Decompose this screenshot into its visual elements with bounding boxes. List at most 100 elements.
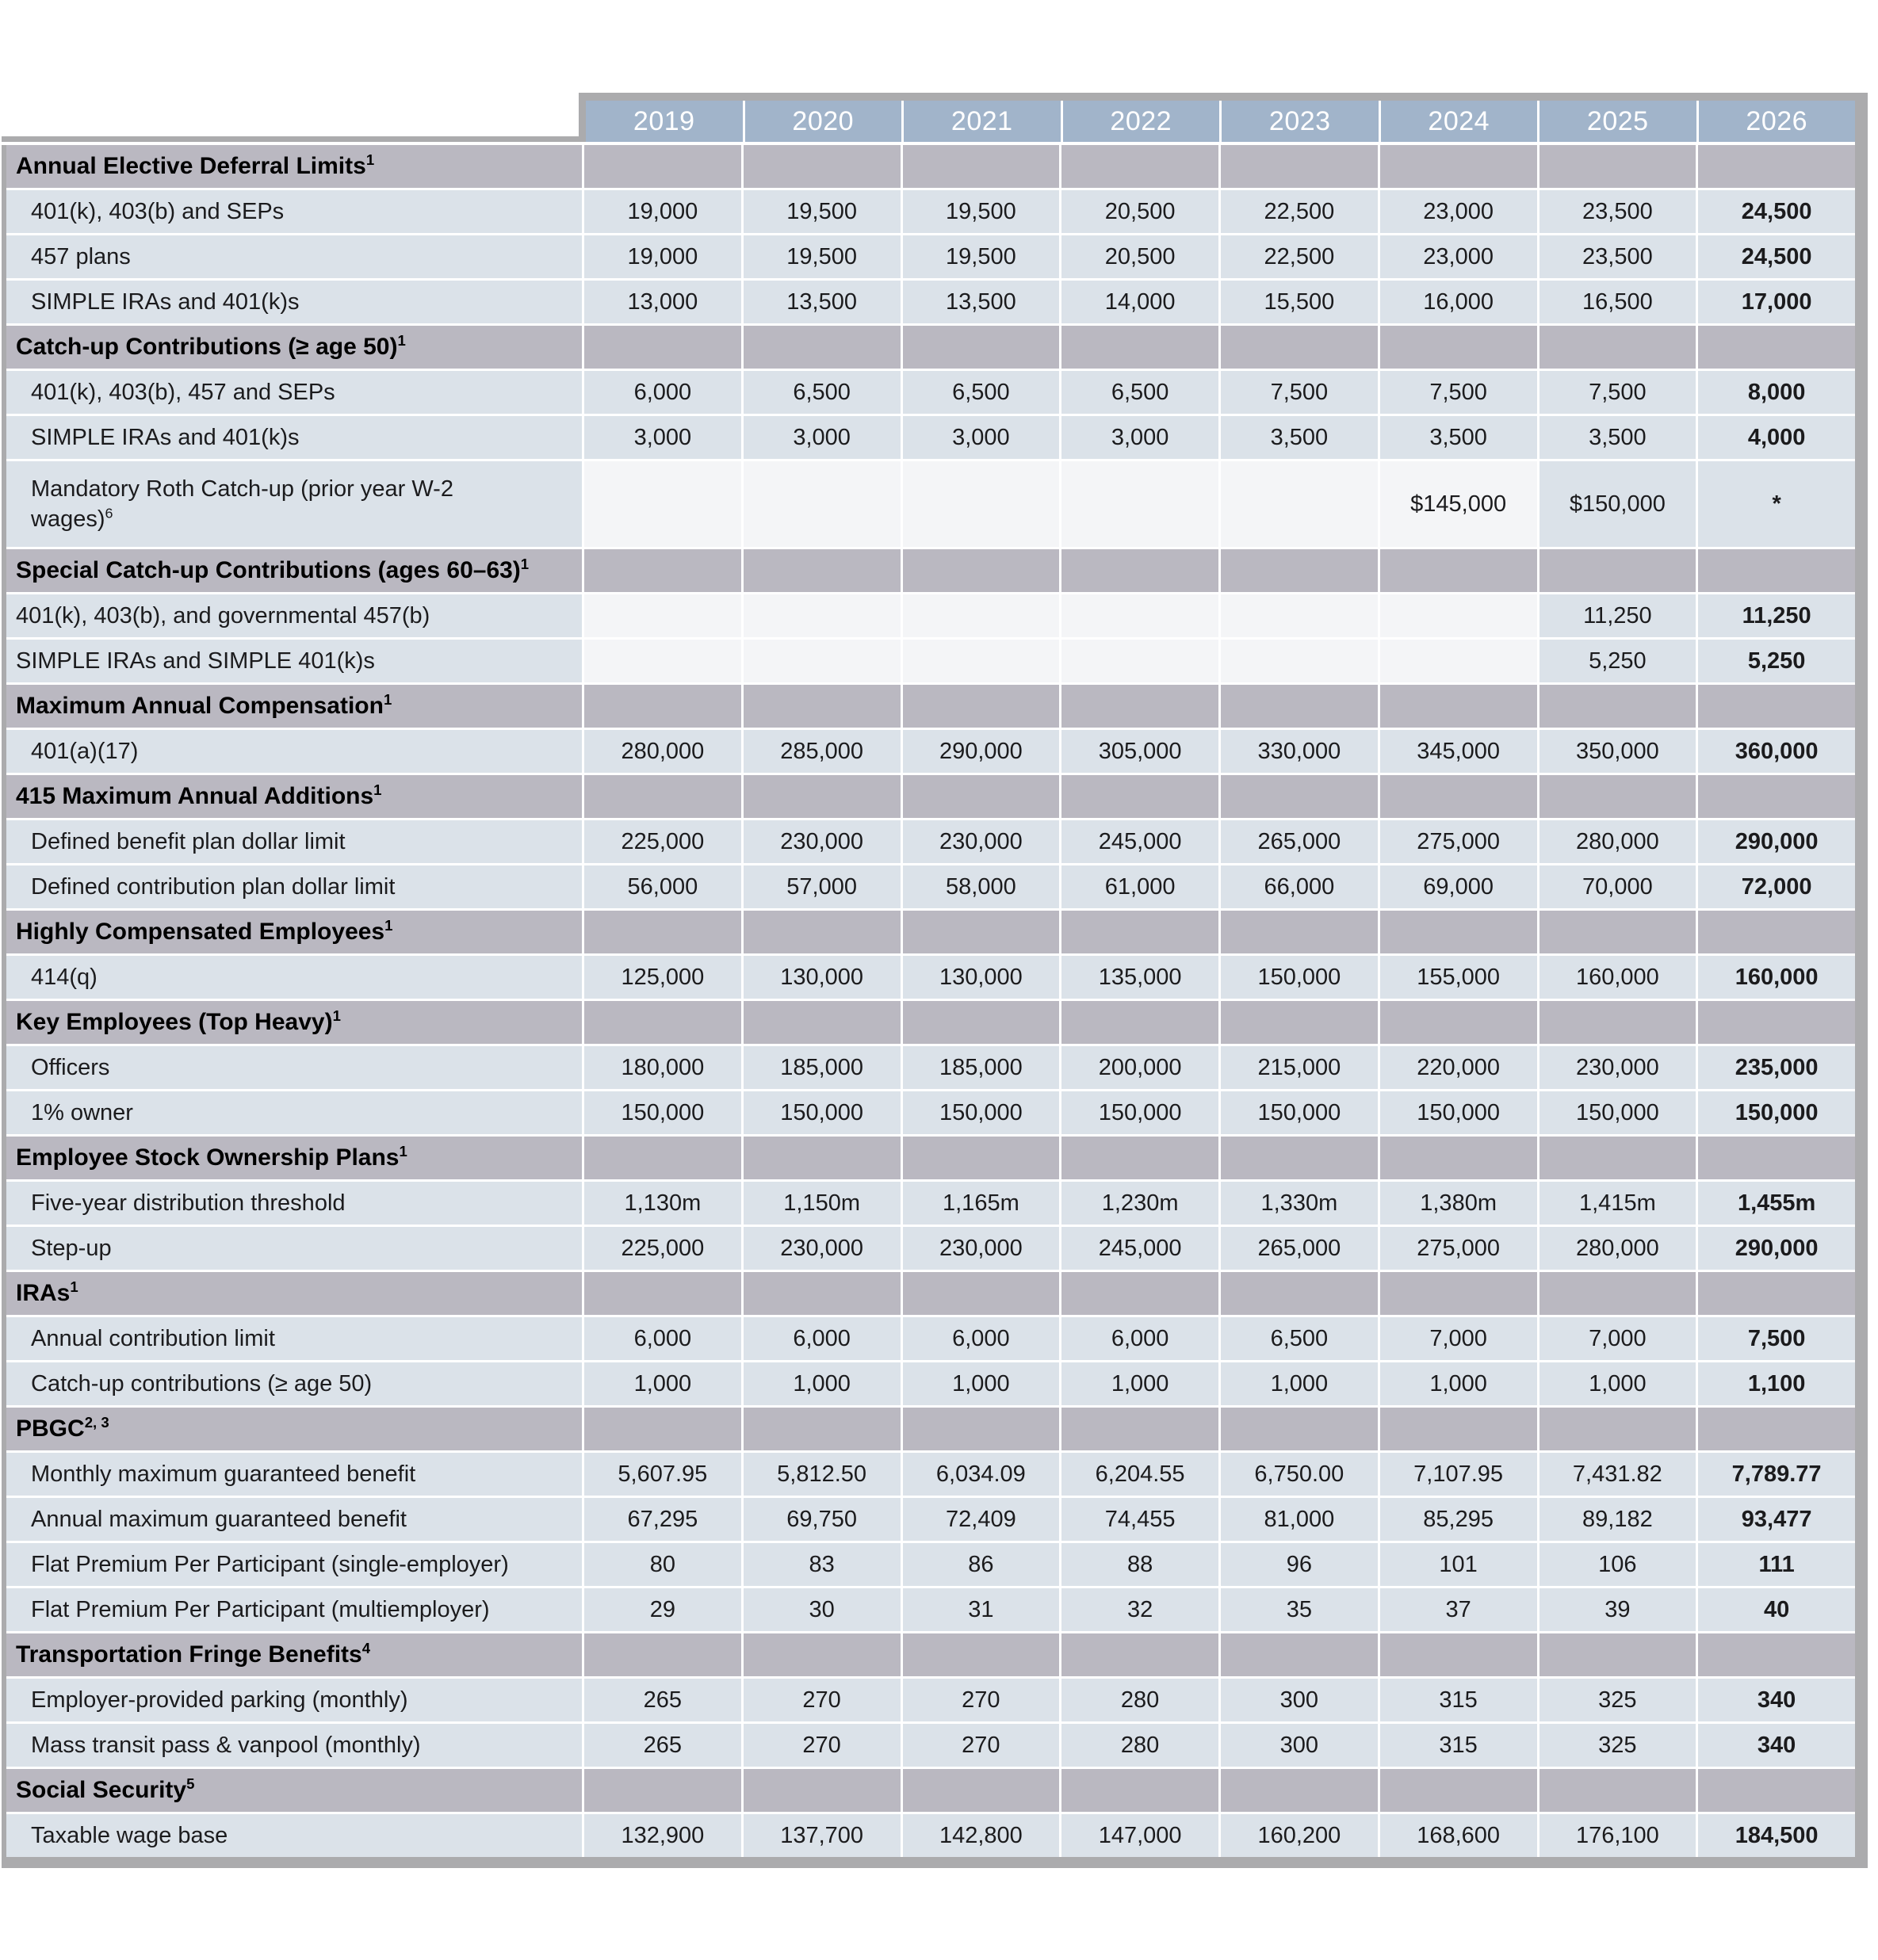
section-cell [1698, 326, 1855, 369]
row-label-text: 457 plans [31, 243, 131, 269]
value-cell: 1,000 [743, 1362, 901, 1405]
section-cell [1698, 549, 1855, 592]
section-cell [584, 145, 741, 188]
section-row: Highly Compensated Employees1 [6, 911, 1855, 953]
row-label: Defined benefit plan dollar limit [6, 820, 582, 863]
value-cell [743, 461, 901, 547]
value-cell: 7,789.77 [1698, 1453, 1855, 1496]
value-cell: 270 [902, 1724, 1060, 1767]
value-cell: 1,415m [1539, 1182, 1696, 1225]
value-cell: 11,250 [1698, 594, 1855, 637]
value-cell: 66,000 [1221, 865, 1378, 908]
value-cell: 184,500 [1698, 1814, 1855, 1857]
row-label: Flat Premium Per Participant (single-emp… [6, 1543, 582, 1586]
value-cell: 30 [743, 1588, 901, 1631]
section-header-label: Catch-up Contributions (≥ age 50)1 [6, 326, 582, 369]
table-row: Mass transit pass & vanpool (monthly) 265… [6, 1724, 1855, 1767]
year-header-cell: 2021 [904, 101, 1061, 142]
value-cell: 5,250 [1539, 640, 1696, 682]
section-cell [1061, 1769, 1218, 1812]
row-label-text: Annual Elective Deferral Limits [16, 153, 366, 179]
value-cell: 325 [1539, 1724, 1696, 1767]
section-cell [902, 911, 1060, 953]
section-cell [1061, 775, 1218, 818]
value-cell [1221, 461, 1378, 547]
value-cell: 1,000 [1221, 1362, 1378, 1405]
value-cell: 150,000 [1221, 1091, 1378, 1134]
value-cell: 7,107.95 [1379, 1453, 1537, 1496]
row-label: 401(a)(17) [6, 730, 582, 773]
section-cell [584, 1408, 741, 1450]
value-cell: 265 [584, 1724, 741, 1767]
section-cell [743, 1408, 901, 1450]
value-cell: 6,000 [584, 371, 741, 414]
value-cell: 3,500 [1221, 416, 1378, 459]
value-cell: $150,000 [1539, 461, 1696, 547]
value-cell: 150,000 [1379, 1091, 1537, 1134]
section-cell [743, 1769, 901, 1812]
value-cell: 265,000 [1221, 820, 1378, 863]
footnote-marker: 1 [332, 1007, 341, 1024]
value-cell: 150,000 [584, 1091, 741, 1134]
section-cell [584, 1137, 741, 1179]
section-cell [1539, 145, 1696, 188]
value-cell: 6,204.55 [1061, 1453, 1218, 1496]
table-row: 457 plans 19,000 19,500 19,500 20,500 22,500 2… [6, 235, 1855, 278]
section-cell [1539, 1408, 1696, 1450]
row-label-text: 414(q) [31, 964, 98, 990]
section-cell [1539, 549, 1696, 592]
row-label: Step-up [6, 1227, 582, 1270]
row-label: 401(k), 403(b), and governmental 457(b) [6, 594, 582, 637]
section-cell [743, 911, 901, 953]
year-header-cell: 2023 [1222, 101, 1379, 142]
value-cell: 11,250 [1539, 594, 1696, 637]
value-cell: 230,000 [743, 820, 901, 863]
table-row: Employer-provided parking (monthly) 265 27… [6, 1679, 1855, 1721]
table-row: Five-year distribution threshold 1,130m 1,… [6, 1182, 1855, 1225]
value-cell: 111 [1698, 1543, 1855, 1586]
value-cell: 3,000 [743, 416, 901, 459]
value-cell: 17,000 [1698, 281, 1855, 323]
row-label-text: 1% owner [31, 1099, 133, 1125]
value-cell: 6,000 [743, 1317, 901, 1360]
year-header-cell: 2022 [1062, 101, 1219, 142]
value-cell: 37 [1379, 1588, 1537, 1631]
row-label-text: 401(k), 403(b) and SEPs [31, 198, 285, 224]
section-cell [902, 1769, 1060, 1812]
year-header-cell: 2019 [586, 101, 743, 142]
value-cell: 20,500 [1061, 190, 1218, 233]
value-cell [1061, 594, 1218, 637]
value-cell: 14,000 [1061, 281, 1218, 323]
table-row: 401(k), 403(b), and governmental 457(b) 1… [6, 594, 1855, 637]
value-cell: 29 [584, 1588, 741, 1631]
row-label-text: Flat Premium Per Participant (multiemplo… [31, 1596, 490, 1622]
section-cell [1539, 1001, 1696, 1044]
value-cell: 35 [1221, 1588, 1378, 1631]
row-label: Mass transit pass & vanpool (monthly) [6, 1724, 582, 1767]
value-cell: 80 [584, 1543, 741, 1586]
section-cell [1221, 775, 1378, 818]
value-cell: 70,000 [1539, 865, 1696, 908]
row-label-text: Employee Stock Ownership Plans [16, 1144, 400, 1171]
value-cell: 23,500 [1539, 190, 1696, 233]
value-cell [1221, 640, 1378, 682]
value-cell: 1,000 [1379, 1362, 1537, 1405]
row-label-text: Officers [31, 1054, 110, 1080]
footnote-marker: 1 [397, 332, 406, 349]
section-row: PBGC2, 3 [6, 1408, 1855, 1450]
section-cell [1698, 685, 1855, 728]
table-top-border [2, 136, 579, 142]
value-cell: 58,000 [902, 865, 1060, 908]
row-label-text: Catch-up contributions (≥ age 50) [31, 1370, 373, 1396]
section-cell [902, 1272, 1060, 1315]
value-cell: 350,000 [1539, 730, 1696, 773]
section-cell [902, 1633, 1060, 1676]
value-cell: 150,000 [1698, 1091, 1855, 1134]
value-cell: 150,000 [902, 1091, 1060, 1134]
value-cell [584, 461, 741, 547]
value-cell: 142,800 [902, 1814, 1060, 1857]
row-label-text: SIMPLE IRAs and 401(k)s [31, 424, 300, 450]
value-cell: 130,000 [902, 956, 1060, 999]
table-row: Flat Premium Per Participant (multiemplo… [6, 1588, 1855, 1631]
table-row: Step-up 225,000 230,000 230,000 245,000 265,0… [6, 1227, 1855, 1270]
